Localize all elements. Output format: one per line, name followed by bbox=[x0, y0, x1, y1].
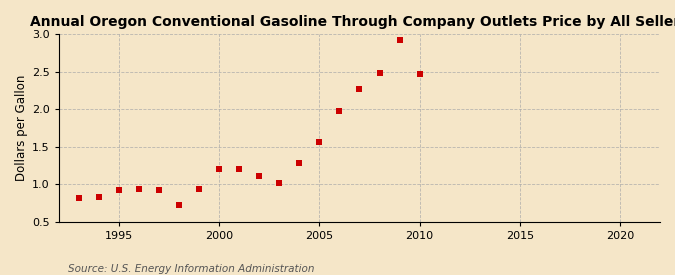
Point bbox=[414, 72, 425, 76]
Point bbox=[214, 167, 225, 171]
Point bbox=[374, 70, 385, 75]
Point bbox=[394, 38, 405, 43]
Point bbox=[334, 109, 345, 113]
Point bbox=[354, 87, 365, 91]
Point bbox=[254, 174, 265, 178]
Point bbox=[113, 188, 124, 192]
Point bbox=[173, 203, 184, 207]
Point bbox=[134, 187, 144, 192]
Point bbox=[314, 140, 325, 144]
Point bbox=[294, 160, 305, 165]
Y-axis label: Dollars per Gallon: Dollars per Gallon bbox=[15, 75, 28, 181]
Title: Annual Oregon Conventional Gasoline Through Company Outlets Price by All Sellers: Annual Oregon Conventional Gasoline Thro… bbox=[30, 15, 675, 29]
Point bbox=[74, 196, 84, 200]
Point bbox=[154, 188, 165, 192]
Point bbox=[234, 166, 244, 171]
Point bbox=[94, 195, 105, 199]
Text: Source: U.S. Energy Information Administration: Source: U.S. Energy Information Administ… bbox=[68, 264, 314, 274]
Point bbox=[194, 187, 205, 192]
Point bbox=[274, 181, 285, 186]
